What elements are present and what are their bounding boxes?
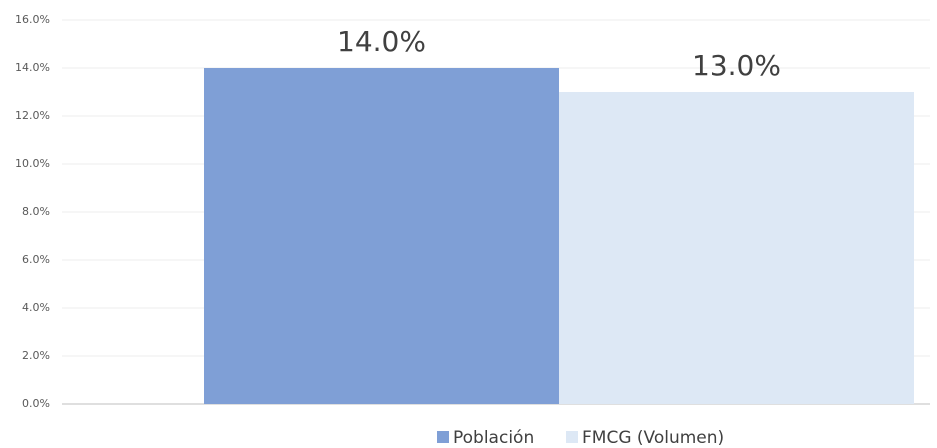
y-tick-label: 10.0%: [15, 157, 50, 170]
bar: [559, 92, 914, 404]
y-tick-label: 12.0%: [15, 109, 50, 122]
y-tick-label: 4.0%: [22, 301, 50, 314]
legend-label: Población: [453, 428, 534, 448]
y-tick-label: 8.0%: [22, 205, 50, 218]
y-tick-label: 2.0%: [22, 349, 50, 362]
legend-label: FMCG (Volumen): [582, 428, 724, 448]
y-tick-label: 16.0%: [15, 13, 50, 26]
data-label: 14.0%: [337, 25, 426, 58]
y-tick-label: 14.0%: [15, 61, 50, 74]
y-tick-label: 0.0%: [22, 397, 50, 410]
legend-swatch: [437, 431, 449, 443]
legend-swatch: [566, 431, 578, 443]
y-tick-label: 6.0%: [22, 253, 50, 266]
data-label: 13.0%: [692, 49, 781, 82]
bar: [204, 68, 559, 404]
